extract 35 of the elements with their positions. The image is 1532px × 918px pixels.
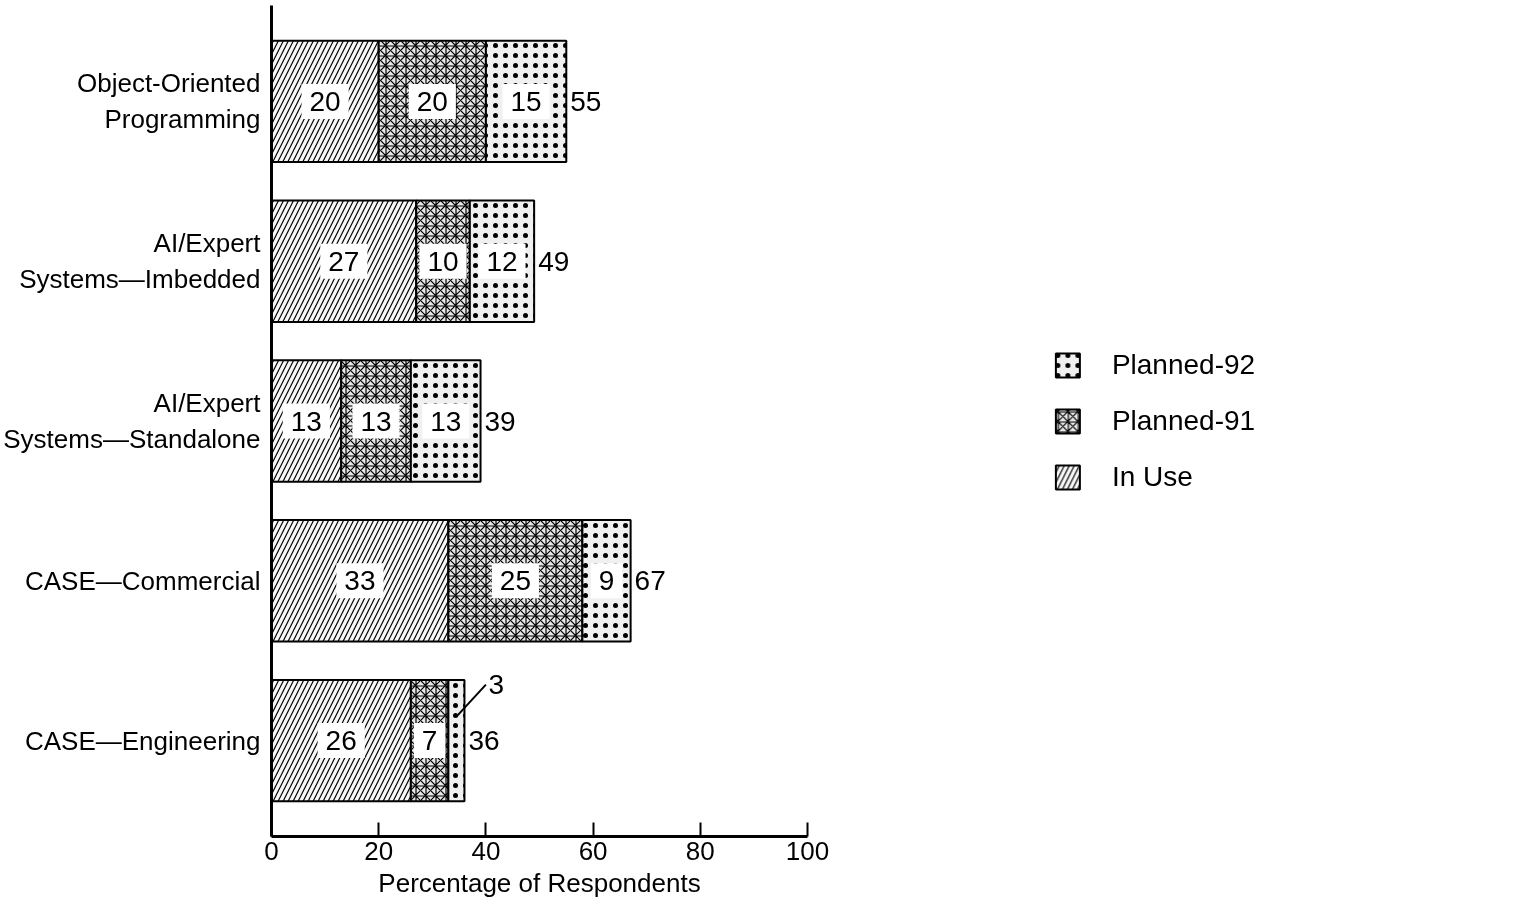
y-tick-label: CASE—Commercial [25,565,261,596]
data-label: 15 [510,85,542,117]
data-label: 27 [328,245,360,277]
x-tick-label: 100 [785,835,830,866]
data-label: 7 [421,725,438,757]
data-label: 13 [430,405,462,437]
data-label: 20 [309,85,341,117]
data-label: 12 [486,245,518,277]
x-axis-title: Percentage of Respondents [378,867,701,898]
data-label: 25 [499,565,531,597]
total-label: 67 [634,565,666,597]
total-label: 49 [538,245,570,277]
data-label: 33 [344,565,376,597]
data-label: 20 [416,85,448,117]
total-label: 39 [484,405,516,437]
y-tick-label: AI/Expert Systems—Imbedded [19,228,262,295]
legend-label: In Use [1111,460,1193,493]
data-label: 26 [325,725,357,757]
data-label: 10 [427,245,459,277]
data-label: 13 [360,405,392,437]
total-label: 55 [570,85,602,117]
data-label: 3 [488,669,505,701]
y-tick-label: Object-Oriented Programming [76,68,261,135]
x-tick-label: 40 [471,835,501,866]
x-tick-label: 0 [264,835,279,866]
x-tick-label: 20 [364,835,394,866]
x-tick-label: 80 [685,835,715,866]
data-label: 13 [290,405,322,437]
x-tick-label: 60 [578,835,608,866]
data-label: 9 [598,565,615,597]
y-tick-label: AI/Expert Systems—Standalone [3,388,262,454]
y-tick-label: CASE—Engineering [24,725,261,756]
total-label: 36 [468,725,500,757]
legend-label: Planned-91 [1111,404,1256,437]
legend-label: Planned-92 [1111,348,1256,381]
